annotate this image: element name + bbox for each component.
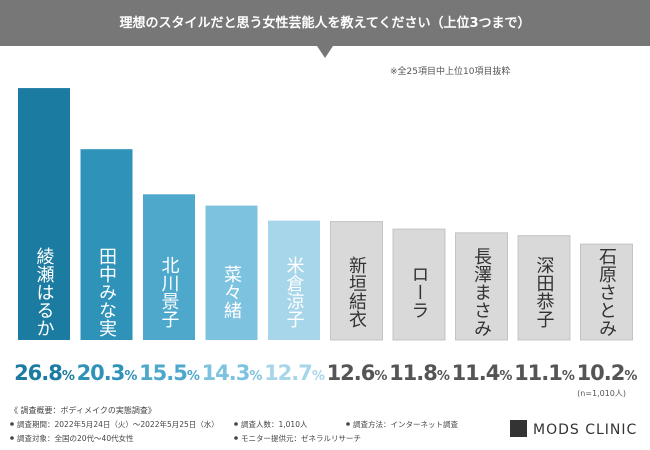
- category-label: 石原さとみ: [596, 247, 617, 337]
- footer-item: 調査期間：2022年5月24日（火）～2022年5月25日（水）: [17, 419, 219, 429]
- footer-item: 調査対象：全国の20代～40代女性: [17, 433, 134, 443]
- banner-pointer: [317, 46, 333, 58]
- bar: [18, 88, 70, 340]
- value-label: 10.2%: [577, 361, 638, 385]
- value-label: 11.8%: [389, 361, 450, 385]
- bullet: [10, 422, 14, 426]
- bar: [143, 194, 195, 340]
- category-label: ローラ: [409, 265, 430, 319]
- value-label: 15.5%: [139, 361, 200, 385]
- category-label: 新垣結衣: [346, 256, 367, 328]
- bar: [268, 220, 320, 340]
- bar: [517, 235, 571, 341]
- category-label: 田中みな実: [96, 247, 117, 337]
- sample-size: (n=1,010人): [577, 389, 626, 398]
- title-banner: [0, 0, 650, 46]
- value-label: 11.1%: [514, 361, 575, 385]
- value-label: 12.6%: [327, 361, 388, 385]
- bar: [392, 228, 446, 341]
- category-label: 米倉涼子: [284, 256, 305, 328]
- value-label: 20.3%: [77, 361, 138, 385]
- footer-item: 調査方法：インターネット調査: [353, 419, 458, 429]
- bar: [580, 243, 633, 341]
- bar: [80, 149, 133, 340]
- value-label: 11.4%: [452, 361, 513, 385]
- bar: [455, 232, 508, 341]
- logo: MODS CLINIC: [533, 422, 637, 438]
- footer-heading: 《 調査概要：ボディメイクの実態調査》: [10, 405, 156, 415]
- footer-item: 調査人数：1,010人: [241, 419, 308, 429]
- category-label: 長澤まさみ: [471, 247, 492, 337]
- category-label: 北川景子: [159, 256, 180, 328]
- footer-item: モニター提供元：ゼネラルリサーチ: [241, 433, 361, 443]
- bullet: [346, 422, 350, 426]
- value-label: 26.8%: [14, 361, 75, 385]
- value-label: 14.3%: [202, 361, 263, 385]
- category-label: 菜々緒: [221, 265, 242, 319]
- note: ※全25項目中上位10項目抜粋: [390, 65, 510, 77]
- bar: [330, 221, 383, 341]
- bar: [205, 205, 258, 340]
- value-label: 12.7%: [264, 361, 325, 385]
- bullet: [10, 436, 14, 440]
- bullet: [234, 436, 238, 440]
- category-label: 綾瀬はるか: [34, 247, 55, 337]
- chart-title: 理想のスタイルだと思う女性芸能人を教えてください（上位3つまで）: [119, 15, 530, 31]
- bullet: [234, 422, 238, 426]
- category-label: 深田恭子: [534, 256, 555, 328]
- logo-icon: [510, 420, 527, 437]
